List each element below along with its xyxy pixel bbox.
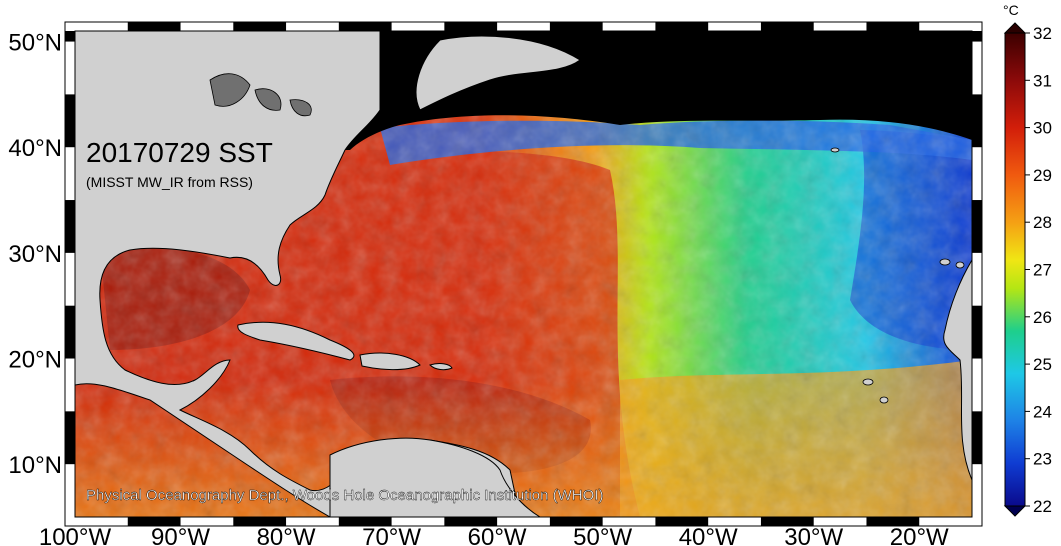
colorbar-tick-label: 28 (1033, 213, 1052, 232)
lon-label: 30°W (784, 524, 843, 546)
frame-segment (972, 411, 982, 465)
lat-label: 20°N (8, 347, 62, 374)
atlantic-islands (830, 147, 965, 404)
frame-segment (233, 517, 287, 526)
frame-segment (127, 517, 181, 526)
colorbar-bottom-arrow (1003, 505, 1027, 517)
lon-label: 90°W (151, 524, 210, 546)
longitude-labels: 100°W 90°W 80°W 70°W 60°W 50°W 40°W 30°W 20°W (39, 524, 949, 546)
colorbar-tick-label: 22 (1033, 497, 1052, 516)
frame-segment (972, 31, 982, 42)
colorbar-tick-label: 23 (1033, 450, 1052, 469)
colorbar-tick-label: 26 (1033, 308, 1052, 327)
frame-segment (972, 94, 982, 148)
colorbar-tick-label: 31 (1033, 71, 1052, 90)
lat-label: 40°N (8, 135, 62, 162)
lon-label: 60°W (468, 524, 527, 546)
frame-segment (65, 411, 75, 465)
frame-segment (65, 94, 75, 148)
lon-label: 100°W (39, 524, 112, 546)
land-cuba (237, 321, 355, 361)
frame-segment (866, 517, 920, 526)
frame-segment (655, 22, 709, 31)
frame-segment (444, 22, 498, 31)
frame-segment (338, 22, 392, 31)
latitude-labels: 50°N 40°N 30°N 20°N 10°N (8, 30, 62, 480)
frame-segment (972, 200, 982, 253)
frame-segment (866, 22, 920, 31)
frame-segment (127, 22, 181, 31)
frame-segment (338, 517, 392, 526)
colorbar-tick-label: 25 (1033, 355, 1052, 374)
map-subtitle: (MISST MW_IR from RSS) (86, 174, 253, 190)
great-lakes (209, 73, 312, 117)
lon-label: 80°W (257, 524, 316, 546)
map-credit: Physical Oceanography Dept., Woods Hole … (86, 487, 603, 504)
colorbar-tick-label: 27 (1033, 261, 1052, 280)
colorbar-tick-label: 32 (1033, 24, 1052, 43)
land-maritimes (415, 35, 581, 111)
colorbar-tick-label: 24 (1033, 402, 1052, 421)
lat-label: 10°N (8, 452, 62, 479)
frame-segment (549, 517, 603, 526)
colorbar-top-arrow (1003, 22, 1027, 34)
lon-label: 70°W (362, 524, 421, 546)
colorbar-unit: °C (1003, 2, 1019, 18)
frame-segment (760, 517, 814, 526)
lon-label: 50°W (573, 524, 632, 546)
colorbar-tick-label: 29 (1033, 166, 1052, 185)
frame-segment (760, 22, 814, 31)
colorbar-tick-label: 30 (1033, 119, 1052, 138)
frame-segment (233, 22, 287, 31)
frame-segment (444, 517, 498, 526)
land-puerto-rico (429, 363, 453, 371)
frame-segment (972, 305, 982, 359)
frame-segment (655, 517, 709, 526)
lon-label: 40°W (679, 524, 738, 546)
frame-segment (65, 305, 75, 359)
colorbar: °C 32 31 30 29 28 27 26 25 24 23 22 (1003, 2, 1052, 517)
frame-segment (65, 31, 75, 42)
frame-segment (549, 22, 603, 31)
map-title: 20170729 SST (86, 137, 273, 168)
land-hispaniola (359, 352, 421, 371)
land-south-america (329, 437, 541, 517)
land-africa (943, 259, 972, 481)
frame-segment (65, 200, 75, 253)
colorbar-ramp (1004, 32, 1026, 507)
lat-label: 30°N (8, 241, 62, 268)
lon-label: 20°W (890, 524, 949, 546)
lat-label: 50°N (8, 30, 62, 57)
